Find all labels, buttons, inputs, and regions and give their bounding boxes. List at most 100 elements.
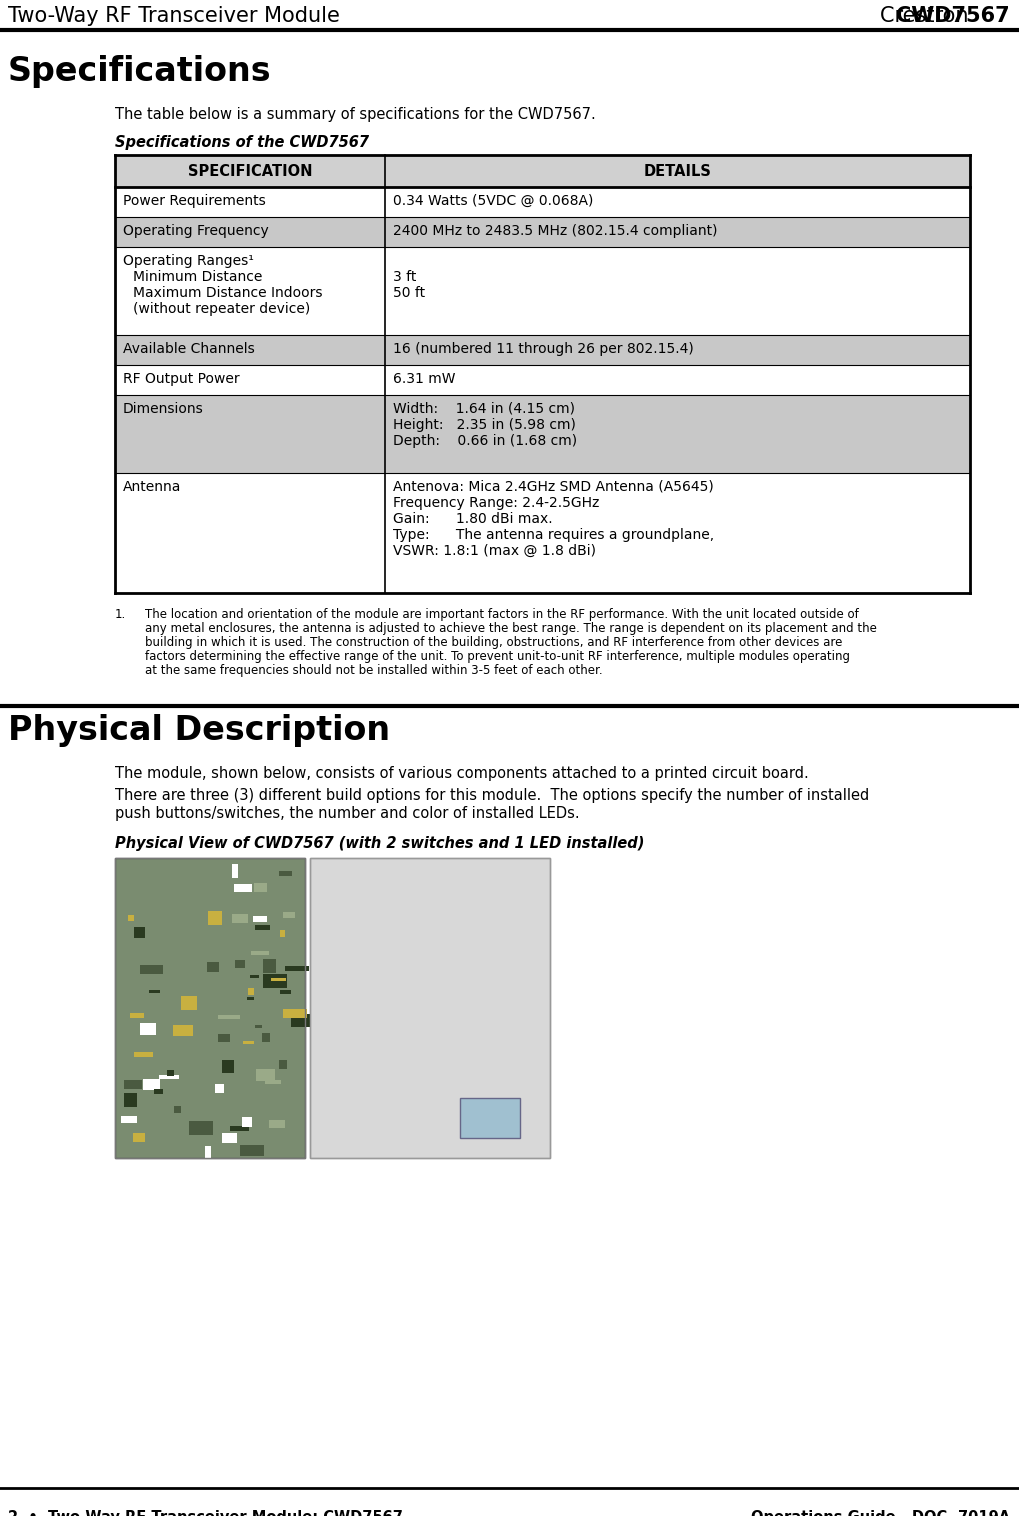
Bar [154,1088,163,1095]
Bar [135,926,145,938]
Bar [115,155,970,186]
Bar [222,1132,237,1143]
Bar [115,217,970,247]
Bar [189,1120,213,1135]
Text: Specifications of the CWD7567: Specifications of the CWD7567 [115,135,369,150]
Bar [235,960,245,969]
Bar [232,914,248,923]
Bar [181,996,197,1010]
Bar [253,916,267,922]
Text: CWD7567: CWD7567 [897,6,1010,26]
Bar [230,1126,249,1131]
Bar [115,186,970,217]
Text: Dimensions: Dimensions [123,402,204,415]
Text: 2400 MHz to 2483.5 MHz (802.15.4 compliant): 2400 MHz to 2483.5 MHz (802.15.4 complia… [393,224,717,238]
Bar [279,872,292,876]
Bar [285,966,309,972]
Bar [167,1070,174,1076]
Bar [115,247,970,335]
Text: Maximum Distance Indoors: Maximum Distance Indoors [133,287,322,300]
Text: Two-Way RF Transceiver Module: Two-Way RF Transceiver Module [8,6,340,26]
Bar [124,1093,137,1107]
Bar [149,990,160,993]
Bar [248,988,254,994]
Bar [283,1010,307,1019]
Text: Antenna: Antenna [123,481,181,494]
Bar [255,1025,262,1028]
Text: 0.34 Watts (5VDC @ 0.068A): 0.34 Watts (5VDC @ 0.068A) [393,194,593,208]
Bar [135,1052,153,1057]
Bar [232,864,238,878]
Bar [218,1016,240,1019]
Bar [115,473,970,593]
Text: RF Output Power: RF Output Power [123,371,239,387]
Text: Operations Guide - DOC. 7019A: Operations Guide - DOC. 7019A [751,1510,1010,1516]
Text: 16 (numbered 11 through 26 per 802.15.4): 16 (numbered 11 through 26 per 802.15.4) [393,343,694,356]
Bar [263,973,287,988]
Text: The location and orientation of the module are important factors in the RF perfo: The location and orientation of the modu… [145,608,859,622]
Bar [191,1129,197,1132]
Text: Gain:      1.80 dBi max.: Gain: 1.80 dBi max. [393,512,552,526]
Bar [256,1069,275,1081]
Bar [262,1032,270,1041]
Bar [222,1060,234,1073]
Bar [240,1145,264,1157]
Text: VSWR: 1.8:1 (max @ 1.8 dBi): VSWR: 1.8:1 (max @ 1.8 dBi) [393,544,596,558]
Bar [265,1079,281,1084]
Text: The table below is a summary of specifications for the CWD7567.: The table below is a summary of specific… [115,108,596,121]
Text: Frequency Range: 2.4-2.5GHz: Frequency Range: 2.4-2.5GHz [393,496,599,509]
Text: any metal enclosures, the antenna is adjusted to achieve the best range. The ran: any metal enclosures, the antenna is adj… [145,622,877,635]
Bar [218,1034,230,1041]
Bar [205,1146,211,1158]
Bar [115,858,305,1158]
Text: Type:      The antenna requires a groundplane,: Type: The antenna requires a groundplane… [393,528,714,543]
Text: Power Requirements: Power Requirements [123,194,266,208]
Text: Height:   2.35 in (5.98 cm): Height: 2.35 in (5.98 cm) [393,418,576,432]
Bar [250,975,259,978]
Text: 2  •  Two-Way RF Transceiver Module: CWD7567: 2 • Two-Way RF Transceiver Module: CWD75… [8,1510,403,1516]
Bar [255,925,270,929]
Bar [115,858,305,1158]
Bar [243,1041,254,1045]
Bar [181,1026,186,1032]
Bar [279,1060,287,1069]
Text: 1.: 1. [115,608,126,622]
Text: 50 ft: 50 ft [393,287,425,300]
Text: 3 ft: 3 ft [393,270,417,283]
Bar [251,951,269,955]
Text: DETAILS: DETAILS [644,164,711,179]
Text: Crestron: Crestron [880,6,975,26]
Bar [115,396,970,473]
Bar [115,365,970,396]
Text: 6.31 mW: 6.31 mW [393,371,455,387]
Bar [143,1079,160,1090]
Bar [234,884,252,891]
Text: factors determining the effective range of the unit. To prevent unit-to-unit RF : factors determining the effective range … [145,650,850,662]
Text: There are three (3) different build options for this module.  The options specif: There are three (3) different build opti… [115,788,869,803]
Bar [130,1013,144,1019]
Bar [242,1117,252,1126]
Bar [280,990,291,994]
Bar [215,1084,224,1093]
Bar [207,963,219,972]
Bar [280,929,285,937]
Text: Antenova: Mica 2.4GHz SMD Antenna (A5645): Antenova: Mica 2.4GHz SMD Antenna (A5645… [393,481,713,494]
Text: push buttons/switches, the number and color of installed LEDs.: push buttons/switches, the number and co… [115,807,580,822]
Bar [133,1132,145,1142]
Bar [263,960,276,973]
Bar [128,916,135,922]
Text: The module, shown below, consists of various components attached to a printed ci: The module, shown below, consists of var… [115,766,809,781]
Bar [247,998,254,1001]
Bar [140,1023,156,1035]
Bar [124,1079,142,1088]
Bar [269,1120,285,1128]
Text: Operating Frequency: Operating Frequency [123,224,269,238]
Text: Physical View of CWD7567 (with 2 switches and 1 LED installed): Physical View of CWD7567 (with 2 switche… [115,835,644,850]
Text: Depth:    0.66 in (1.68 cm): Depth: 0.66 in (1.68 cm) [393,434,577,449]
Text: SPECIFICATION: SPECIFICATION [187,164,312,179]
Text: building in which it is used. The construction of the building, obstructions, an: building in which it is used. The constr… [145,637,843,649]
Bar [310,858,550,1158]
Bar [173,1025,193,1035]
Text: Width:    1.64 in (4.15 cm): Width: 1.64 in (4.15 cm) [393,402,575,415]
Bar [310,858,550,1158]
